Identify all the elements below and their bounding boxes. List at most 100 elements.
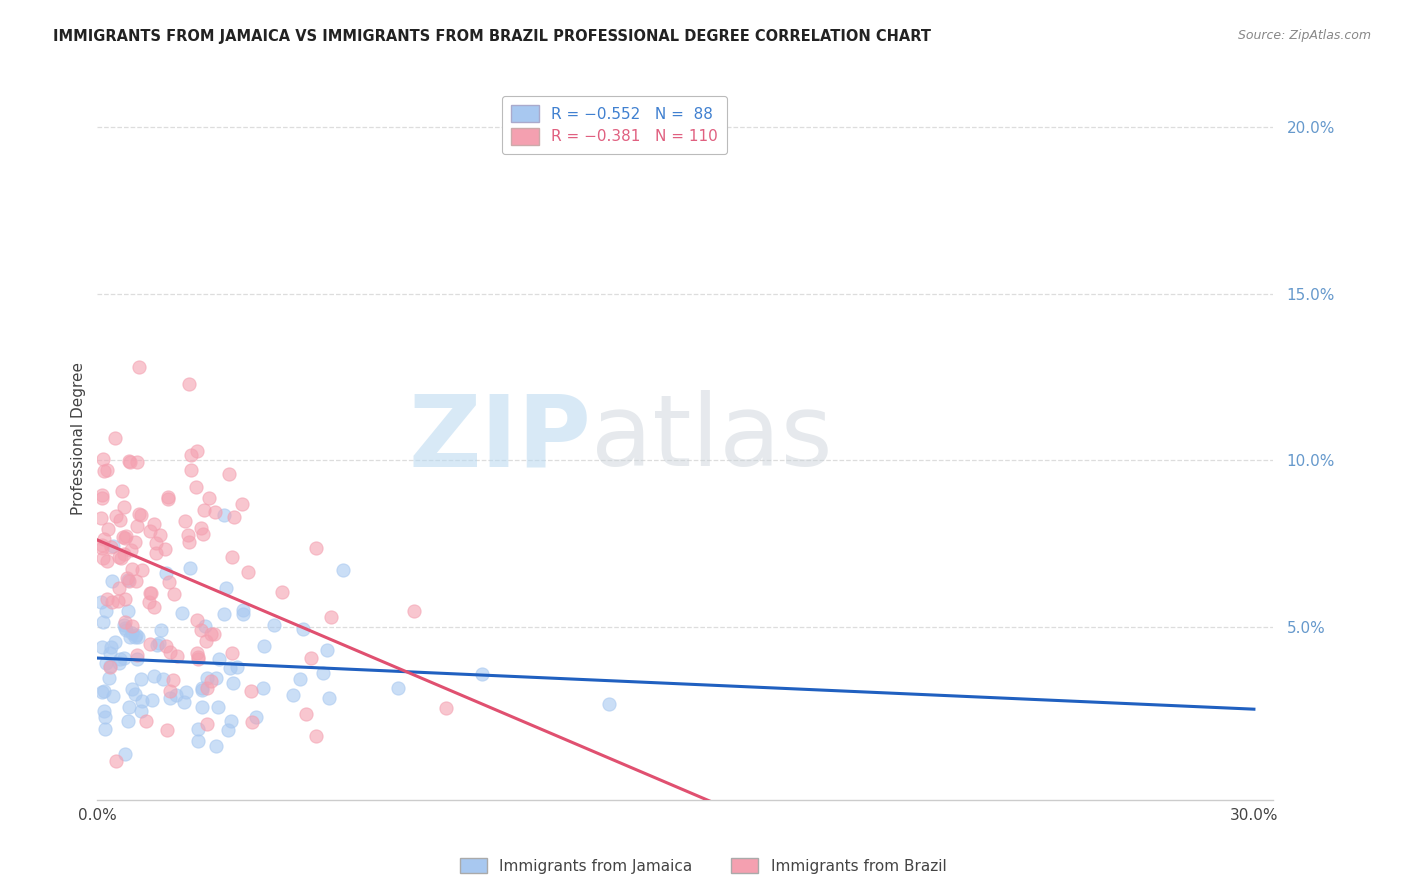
Point — [186, 646, 208, 660]
Point — [195, 716, 218, 731]
Point — [208, 652, 231, 666]
Point — [127, 648, 149, 663]
Point — [114, 529, 136, 543]
Point — [226, 660, 249, 674]
Point — [434, 700, 457, 714]
Point — [138, 595, 160, 609]
Point — [218, 467, 240, 481]
Legend: R = −0.552   N =  88, R = −0.381   N = 110: R = −0.552 N = 88, R = −0.381 N = 110 — [502, 96, 727, 153]
Point — [96, 462, 118, 476]
Point — [231, 497, 253, 511]
Point — [91, 685, 114, 699]
Point — [319, 610, 342, 624]
Point — [207, 700, 229, 714]
Point — [305, 730, 328, 744]
Point — [127, 630, 149, 644]
Point — [291, 622, 314, 636]
Point — [191, 527, 214, 541]
Point — [179, 560, 201, 574]
Point — [124, 687, 146, 701]
Point — [112, 618, 135, 632]
Point — [190, 623, 212, 637]
Point — [125, 574, 148, 589]
Point — [404, 604, 426, 618]
Point — [110, 550, 132, 565]
Point — [263, 618, 285, 632]
Point — [311, 666, 333, 681]
Point — [124, 630, 146, 644]
Point — [176, 685, 198, 699]
Point — [221, 714, 243, 728]
Point — [94, 710, 117, 724]
Point — [180, 448, 202, 462]
Point — [98, 659, 121, 673]
Point — [187, 652, 209, 666]
Point — [112, 500, 135, 515]
Point — [117, 714, 139, 729]
Point — [187, 723, 209, 737]
Point — [194, 633, 217, 648]
Point — [191, 681, 214, 695]
Point — [149, 624, 172, 638]
Point — [197, 491, 219, 505]
Point — [318, 691, 340, 706]
Y-axis label: Professional Degree: Professional Degree — [72, 362, 86, 516]
Point — [143, 599, 166, 614]
Point — [139, 586, 162, 600]
Point — [232, 603, 254, 617]
Point — [212, 607, 235, 621]
Point — [187, 733, 209, 747]
Point — [204, 739, 226, 753]
Point — [129, 508, 152, 522]
Point — [91, 551, 114, 566]
Point — [180, 463, 202, 477]
Point — [120, 455, 142, 469]
Point — [155, 566, 177, 580]
Point — [104, 508, 127, 523]
Point — [222, 509, 245, 524]
Point — [194, 619, 217, 633]
Point — [125, 628, 148, 642]
Point — [176, 528, 198, 542]
Text: ZIP: ZIP — [408, 391, 591, 487]
Point — [108, 657, 131, 671]
Point — [304, 541, 326, 556]
Point — [245, 709, 267, 723]
Point — [131, 694, 153, 708]
Text: Source: ZipAtlas.com: Source: ZipAtlas.com — [1237, 29, 1371, 42]
Point — [270, 585, 292, 599]
Point — [96, 656, 118, 670]
Point — [157, 490, 180, 504]
Point — [129, 704, 152, 718]
Point — [108, 549, 131, 564]
Point — [100, 640, 122, 655]
Point — [148, 636, 170, 650]
Point — [93, 464, 115, 478]
Point — [159, 683, 181, 698]
Point — [240, 714, 263, 729]
Point — [202, 627, 225, 641]
Point — [187, 650, 209, 665]
Point — [91, 487, 114, 501]
Point — [221, 646, 243, 660]
Point — [97, 671, 120, 685]
Point — [107, 594, 129, 608]
Point — [316, 643, 339, 657]
Point — [121, 625, 143, 640]
Point — [143, 668, 166, 682]
Point — [200, 627, 222, 641]
Point — [120, 630, 142, 644]
Point — [103, 539, 125, 553]
Point — [93, 532, 115, 546]
Point — [156, 723, 179, 738]
Point — [238, 565, 260, 579]
Point — [101, 574, 124, 588]
Point — [97, 522, 120, 536]
Point — [141, 693, 163, 707]
Point — [145, 536, 167, 550]
Point — [105, 755, 128, 769]
Point — [118, 700, 141, 714]
Point — [290, 672, 312, 686]
Point — [149, 527, 172, 541]
Point — [281, 688, 304, 702]
